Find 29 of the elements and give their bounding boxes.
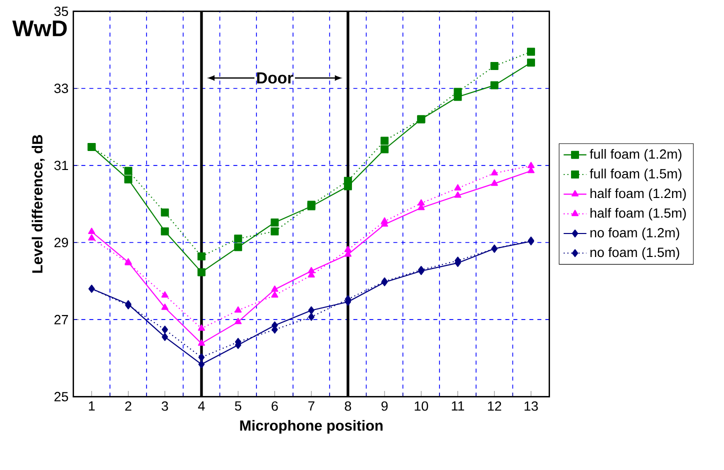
x-tick-label: 11 bbox=[452, 401, 464, 411]
x-tick-label: 6 bbox=[272, 401, 278, 411]
legend-label: half foam (1.5m) bbox=[590, 208, 686, 220]
legend-label: no foam (1.2m) bbox=[590, 228, 680, 240]
x-tick-label: 5 bbox=[234, 401, 242, 411]
x-tick-label: 4 bbox=[198, 401, 205, 411]
y-tick-label: 27 bbox=[54, 314, 68, 324]
legend-label: full foam (1.2m) bbox=[590, 149, 682, 162]
x-tick-label: 7 bbox=[308, 401, 314, 411]
x-tick-label: 13 bbox=[524, 401, 538, 411]
y-axis-title: Level difference, dB bbox=[32, 134, 45, 273]
x-tick-label: 1 bbox=[88, 401, 95, 411]
x-tick-label: 8 bbox=[344, 401, 352, 411]
y-tick-label: 31 bbox=[54, 160, 68, 170]
x-tick-label: 10 bbox=[414, 401, 428, 411]
y-tick-label: 25 bbox=[54, 392, 68, 402]
legend-label: no foam (1.5m) bbox=[590, 247, 680, 260]
legend-label: full foam (1.5m) bbox=[590, 168, 682, 182]
x-tick-label: 9 bbox=[381, 401, 388, 411]
x-tick-label: 3 bbox=[162, 401, 168, 411]
y-tick-label: 29 bbox=[54, 238, 68, 248]
y-tick-label: 33 bbox=[54, 84, 68, 94]
legend-label: half foam (1.2m) bbox=[590, 188, 686, 201]
annotation: Door bbox=[257, 72, 294, 84]
x-tick-label: 12 bbox=[488, 401, 502, 411]
chart-title: WwD bbox=[12, 20, 67, 36]
x-axis-title: Microphone position bbox=[240, 420, 383, 434]
y-tick-label: 35 bbox=[54, 6, 68, 16]
x-tick-label: 2 bbox=[125, 401, 132, 411]
